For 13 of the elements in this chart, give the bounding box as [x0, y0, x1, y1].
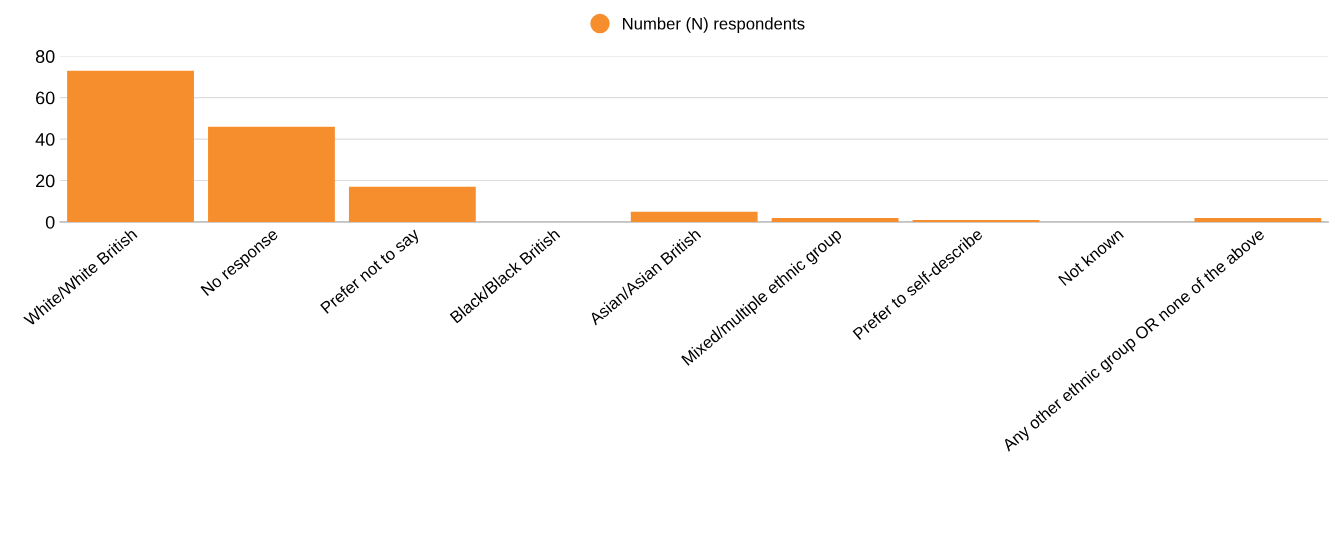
- bar: [912, 219, 1040, 223]
- y-tick-label: 20: [36, 174, 55, 188]
- bar: [208, 126, 335, 223]
- y-tick-label: 0: [45, 215, 55, 229]
- y-tick-label: 80: [35, 50, 55, 63]
- bar: [348, 186, 476, 223]
- bar: [67, 70, 194, 223]
- bar: [630, 211, 758, 223]
- bar: [1194, 217, 1322, 223]
- legend-label: Number (N) respondents: [623, 17, 805, 33]
- y-tick-label: 40: [35, 133, 55, 146]
- y-tick-label: 60: [36, 91, 55, 105]
- bar: [771, 217, 899, 223]
